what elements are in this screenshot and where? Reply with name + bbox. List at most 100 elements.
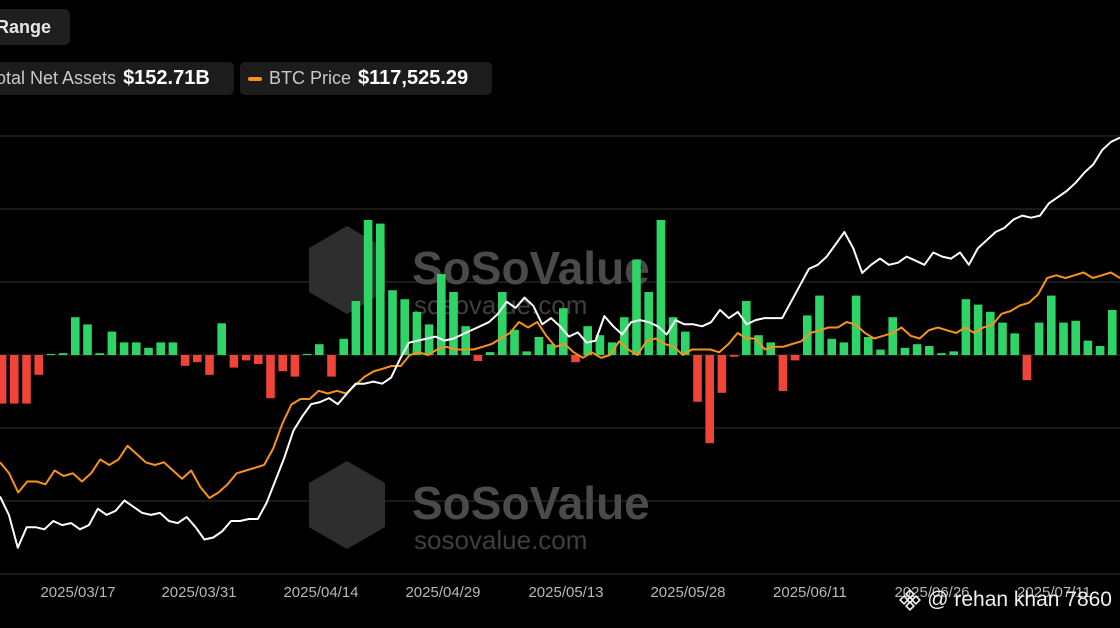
btc-price-line [0, 271, 1120, 499]
flow-bar [461, 326, 470, 355]
flow-bar [949, 351, 958, 355]
btc-price-swatch [248, 76, 262, 81]
flow-bar [888, 317, 897, 355]
flow-bar [498, 292, 507, 355]
flow-bar [278, 355, 287, 372]
flow-bar [229, 355, 239, 368]
btc-price-value: $117,525.29 [358, 67, 469, 89]
author-credit-text: @ rehan khan 7860 [927, 588, 1112, 611]
flow-bar [412, 311, 422, 355]
flow-bar [302, 353, 312, 355]
flow-bar [925, 346, 934, 355]
flow-bar [644, 292, 653, 355]
flow-bar [522, 351, 531, 355]
flow-bar [839, 342, 849, 355]
flow-bar [754, 335, 763, 355]
btc-price-label: BTC Price [269, 68, 352, 88]
flow-bar [144, 347, 153, 355]
flow-bar [595, 335, 605, 355]
flow-bar [156, 342, 165, 355]
x-tick-label: 2025/06/26 [894, 584, 969, 601]
flow-bar [827, 338, 836, 355]
flow-bar [656, 220, 666, 355]
flow-bar [254, 355, 263, 364]
flow-bar [1071, 320, 1080, 355]
flow-bar [546, 344, 556, 355]
flow-bar [83, 324, 92, 355]
price-lines [0, 136, 1120, 549]
total-net-assets-label: otal Net Assets [0, 68, 117, 88]
x-tick-label: 2025/06/11 [773, 584, 847, 601]
flow-bar [876, 349, 885, 355]
flow-bar [241, 355, 251, 361]
flow-bar [132, 342, 141, 355]
flow-bar [668, 317, 678, 355]
flow-bar [1034, 322, 1044, 355]
x-tick-label: 2025/05/13 [528, 584, 603, 601]
x-axis-ticks: 2025/03/17 2025/03/31 2025/04/14 2025/04/29… [40, 584, 1091, 601]
flow-bar [693, 355, 702, 402]
flow-bar [998, 322, 1007, 355]
watermark-name: SoSoValue [412, 242, 650, 294]
flow-bar [620, 317, 629, 355]
flow-bar [71, 317, 80, 355]
flow-bar [742, 301, 751, 355]
x-tick-label: 2025/05/28 [650, 584, 725, 601]
flow-bar [290, 355, 300, 377]
flow-bar [168, 342, 178, 355]
flow-bar [107, 331, 117, 355]
watermark-name: SoSoValue [412, 477, 650, 529]
legend-btc-price[interactable]: BTC Price $117,525.29 [240, 62, 492, 95]
flow-bar [119, 342, 129, 355]
flow-bar [58, 353, 68, 355]
flow-bar [534, 337, 544, 355]
watermark-url: sosovalue.com [414, 525, 587, 555]
flow-bar [205, 355, 214, 375]
flow-bar [315, 344, 324, 355]
flow-bar [473, 355, 483, 362]
watermarks: SoSoValuesosovalue.comSoSoValuesosovalue… [309, 226, 650, 555]
flow-bar [437, 274, 446, 355]
flow-bar [937, 353, 946, 355]
flow-bar [632, 259, 641, 355]
x-tick-label: 2025/07/11 [1017, 584, 1091, 601]
flow-bar [34, 355, 43, 375]
flow-bar [1047, 295, 1056, 355]
flow-bar [900, 347, 910, 355]
x-tick-label: 2025/04/29 [405, 584, 480, 601]
flow-bar [193, 355, 202, 363]
flow-bar [717, 355, 727, 393]
flow-bar [912, 344, 922, 355]
total-net-assets-line [0, 136, 1120, 549]
flow-bar [424, 324, 434, 355]
range-label: Range [0, 16, 52, 37]
flow-bar [95, 353, 104, 355]
flow-bar [681, 331, 690, 355]
flow-bar [1059, 322, 1068, 355]
sosovalue-logo-icon [309, 461, 385, 549]
range-button[interactable]: Range [0, 9, 70, 45]
flow-bar [583, 326, 592, 355]
flow-bar [485, 352, 495, 355]
flow-bar [10, 355, 19, 404]
flow-bar [339, 338, 348, 355]
author-credit: @ rehan khan 7860 [899, 588, 1112, 612]
sosovalue-logo-icon [309, 226, 385, 314]
flow-bar [388, 290, 397, 355]
flow-bar [22, 355, 31, 404]
flow-bar [351, 301, 361, 355]
flow-bar [864, 337, 873, 355]
flow-bar [729, 355, 739, 357]
flow-bar [0, 355, 7, 404]
flow-bar [1083, 340, 1093, 355]
flow-bar [1095, 346, 1105, 355]
flow-bar [1022, 355, 1032, 381]
flow-bar [778, 355, 788, 391]
legend-total-net-assets[interactable]: otal Net Assets $152.71B [0, 62, 234, 95]
flow-bar [363, 220, 373, 355]
flow-bar [705, 355, 714, 444]
flow-bar [376, 223, 385, 355]
flow-bar [327, 355, 336, 377]
flow-bar [217, 323, 226, 355]
